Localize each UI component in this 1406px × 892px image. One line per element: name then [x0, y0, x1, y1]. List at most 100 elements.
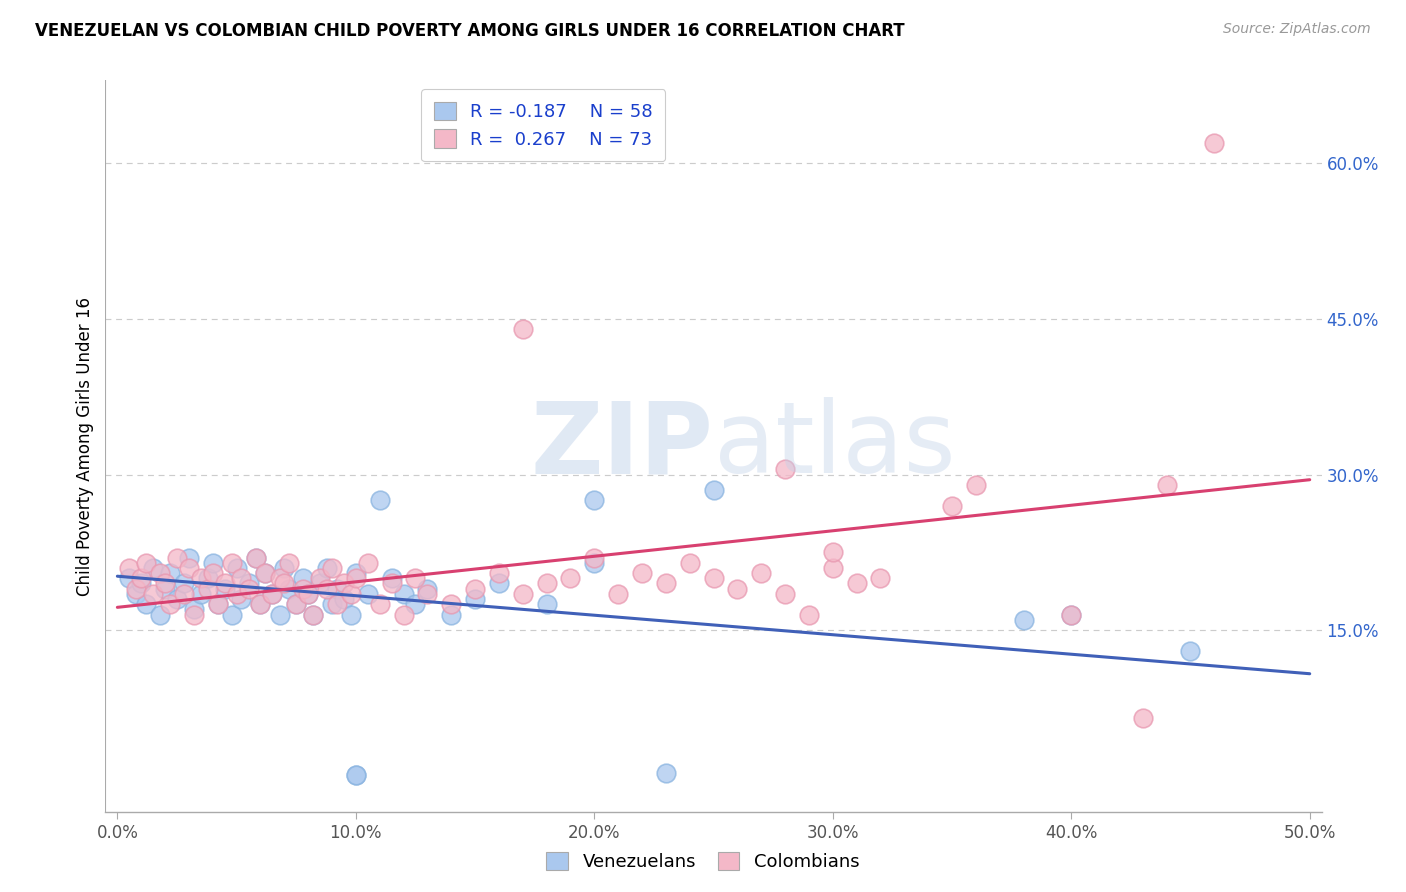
Point	[440, 597, 463, 611]
Point	[340, 607, 363, 622]
Point	[773, 587, 796, 601]
Point	[129, 576, 152, 591]
Point	[702, 571, 725, 585]
Text: Source: ZipAtlas.com: Source: ZipAtlas.com	[1223, 22, 1371, 37]
Point	[225, 587, 247, 601]
Point	[249, 597, 271, 611]
Point	[254, 566, 277, 580]
Point	[262, 587, 284, 601]
Point	[177, 550, 200, 565]
Point	[1132, 711, 1154, 725]
Legend: R = -0.187    N = 58, R =  0.267    N = 73: R = -0.187 N = 58, R = 0.267 N = 73	[422, 89, 665, 161]
Point	[245, 550, 267, 565]
Point	[153, 576, 176, 591]
Point	[560, 571, 582, 585]
Point	[297, 587, 319, 601]
Point	[292, 582, 315, 596]
Point	[368, 597, 391, 611]
Point	[1204, 136, 1226, 150]
Point	[201, 566, 224, 580]
Point	[316, 582, 339, 596]
Point	[316, 561, 339, 575]
Point	[1060, 607, 1083, 622]
Point	[221, 556, 243, 570]
Text: ZIP: ZIP	[530, 398, 713, 494]
Point	[1180, 644, 1202, 658]
Point	[344, 768, 367, 782]
Point	[440, 607, 463, 622]
Point	[488, 566, 510, 580]
Point	[381, 571, 404, 585]
Point	[214, 582, 236, 596]
Point	[655, 766, 678, 780]
Point	[326, 582, 349, 596]
Point	[183, 607, 205, 622]
Point	[177, 561, 200, 575]
Point	[159, 597, 181, 611]
Point	[285, 597, 308, 611]
Point	[173, 587, 195, 601]
Point	[392, 587, 415, 601]
Point	[302, 607, 325, 622]
Point	[333, 592, 356, 607]
Point	[416, 582, 439, 596]
Text: atlas: atlas	[713, 398, 955, 494]
Point	[655, 576, 678, 591]
Point	[197, 571, 219, 585]
Point	[142, 587, 165, 601]
Point	[118, 561, 141, 575]
Point	[845, 576, 868, 591]
Point	[249, 597, 271, 611]
Point	[404, 571, 426, 585]
Point	[197, 582, 219, 596]
Point	[273, 561, 295, 575]
Point	[357, 587, 380, 601]
Point	[488, 576, 510, 591]
Point	[153, 582, 176, 596]
Point	[725, 582, 748, 596]
Point	[231, 571, 253, 585]
Point	[118, 571, 141, 585]
Point	[309, 571, 332, 585]
Point	[536, 597, 558, 611]
Point	[183, 602, 205, 616]
Point	[1156, 478, 1178, 492]
Legend: Venezuelans, Colombians: Venezuelans, Colombians	[540, 845, 866, 879]
Point	[221, 607, 243, 622]
Point	[941, 499, 963, 513]
Point	[278, 582, 301, 596]
Point	[583, 556, 606, 570]
Point	[245, 550, 267, 565]
Point	[292, 571, 315, 585]
Point	[340, 587, 363, 601]
Point	[512, 587, 534, 601]
Point	[821, 545, 844, 559]
Point	[404, 597, 426, 611]
Point	[262, 587, 284, 601]
Point	[309, 576, 332, 591]
Point	[1012, 613, 1035, 627]
Point	[773, 462, 796, 476]
Point	[512, 322, 534, 336]
Point	[125, 587, 148, 601]
Point	[159, 566, 181, 580]
Point	[297, 587, 319, 601]
Point	[207, 597, 229, 611]
Point	[302, 607, 325, 622]
Point	[173, 576, 195, 591]
Point	[464, 592, 486, 607]
Point	[149, 607, 172, 622]
Point	[381, 576, 404, 591]
Point	[273, 576, 295, 591]
Point	[357, 556, 380, 570]
Point	[201, 556, 224, 570]
Point	[135, 556, 157, 570]
Point	[797, 607, 820, 622]
Point	[149, 566, 172, 580]
Point	[285, 597, 308, 611]
Point	[583, 493, 606, 508]
Point	[321, 597, 343, 611]
Point	[166, 550, 188, 565]
Point	[125, 582, 148, 596]
Point	[142, 561, 165, 575]
